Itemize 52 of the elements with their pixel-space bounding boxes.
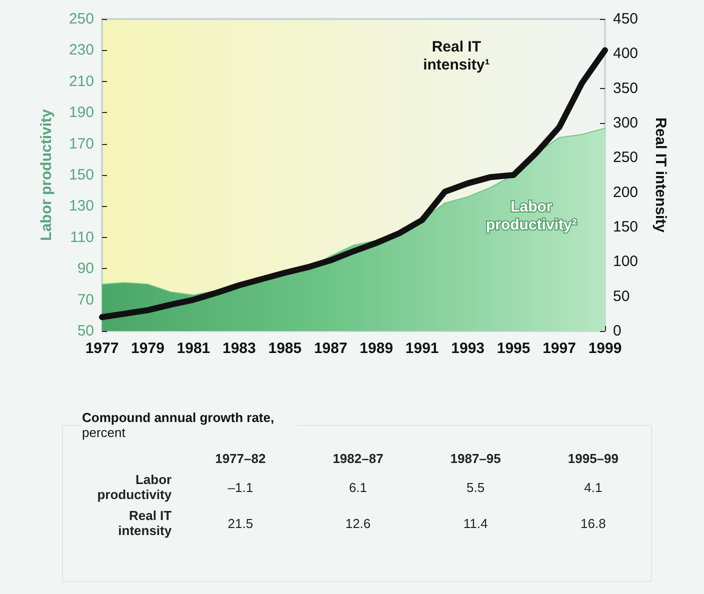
data-label: 6.1 — [348, 478, 368, 496]
x-tick-label: 1999 — [588, 340, 622, 357]
text: Real IT intensity¹ — [423, 38, 490, 74]
y-tick-label: 70 — [77, 291, 94, 308]
data-label: 5.5 — [466, 478, 486, 496]
x-tick-label: 1991 — [405, 340, 439, 357]
category-label: 1987–95 — [449, 450, 502, 468]
y2-tick-label: 300 — [613, 114, 638, 132]
y-tick-label: 90 — [77, 260, 94, 278]
y-tick-label: 50 — [77, 322, 94, 340]
y2-tick-label: 350 — [613, 80, 638, 97]
category-label: 1995–99 — [566, 450, 620, 468]
data-label: 16.8 — [580, 514, 607, 532]
series-label: Labor productivity² — [486, 198, 577, 234]
y-tick-label: 190 — [68, 104, 94, 122]
y2-tick-label: 0 — [613, 322, 622, 340]
x-tick-label: 1983 — [222, 340, 256, 357]
y2-tick-label: 50 — [613, 288, 630, 305]
text: Compound annual growth rate, percent — [82, 410, 297, 440]
data-label: 12.6 — [344, 514, 372, 532]
x-tick-label: 1977 — [85, 340, 119, 357]
data-label: 21.5 — [226, 514, 254, 532]
y-tick-label: 210 — [68, 72, 94, 90]
y-tick-label: 150 — [68, 166, 94, 184]
y-tick-label: 170 — [68, 135, 94, 152]
data-label: 11.4 — [462, 514, 489, 532]
y-tick-label: 230 — [68, 42, 94, 59]
x-tick-label: 1985 — [268, 340, 302, 357]
y2-tick-label: 200 — [613, 184, 638, 201]
y-axis-title: Labor productivity — [38, 108, 55, 241]
y2-tick-label: 150 — [613, 218, 638, 236]
x-tick-label: 1981 — [176, 340, 210, 357]
y2-tick-label: 400 — [613, 45, 638, 62]
y2-tick-label: 250 — [613, 149, 638, 166]
category-label: 1977–82 — [214, 450, 267, 468]
x-tick-label: 1993 — [451, 340, 485, 357]
data-label: 4.1 — [583, 478, 604, 496]
text: Labor productivity — [96, 471, 173, 504]
x-tick-label: 1997 — [542, 340, 576, 357]
y2-tick-label: 100 — [613, 253, 638, 270]
category-label: 1982–87 — [332, 450, 384, 468]
x-tick-label: 1987 — [314, 340, 348, 357]
y-tick-label: 110 — [70, 228, 94, 246]
text: Real IT intensity — [117, 507, 173, 540]
data-label: –1.1 — [226, 478, 254, 496]
x-tick-label: 1995 — [496, 340, 530, 357]
x-tick-label: 1989 — [360, 340, 394, 357]
y2-tick-label: 450 — [613, 10, 638, 28]
y-tick-label: 130 — [68, 198, 94, 215]
x-tick-label: 1979 — [131, 340, 164, 357]
y-tick-label: 250 — [68, 10, 94, 28]
y2-axis-title: Real IT intensity — [652, 117, 669, 234]
